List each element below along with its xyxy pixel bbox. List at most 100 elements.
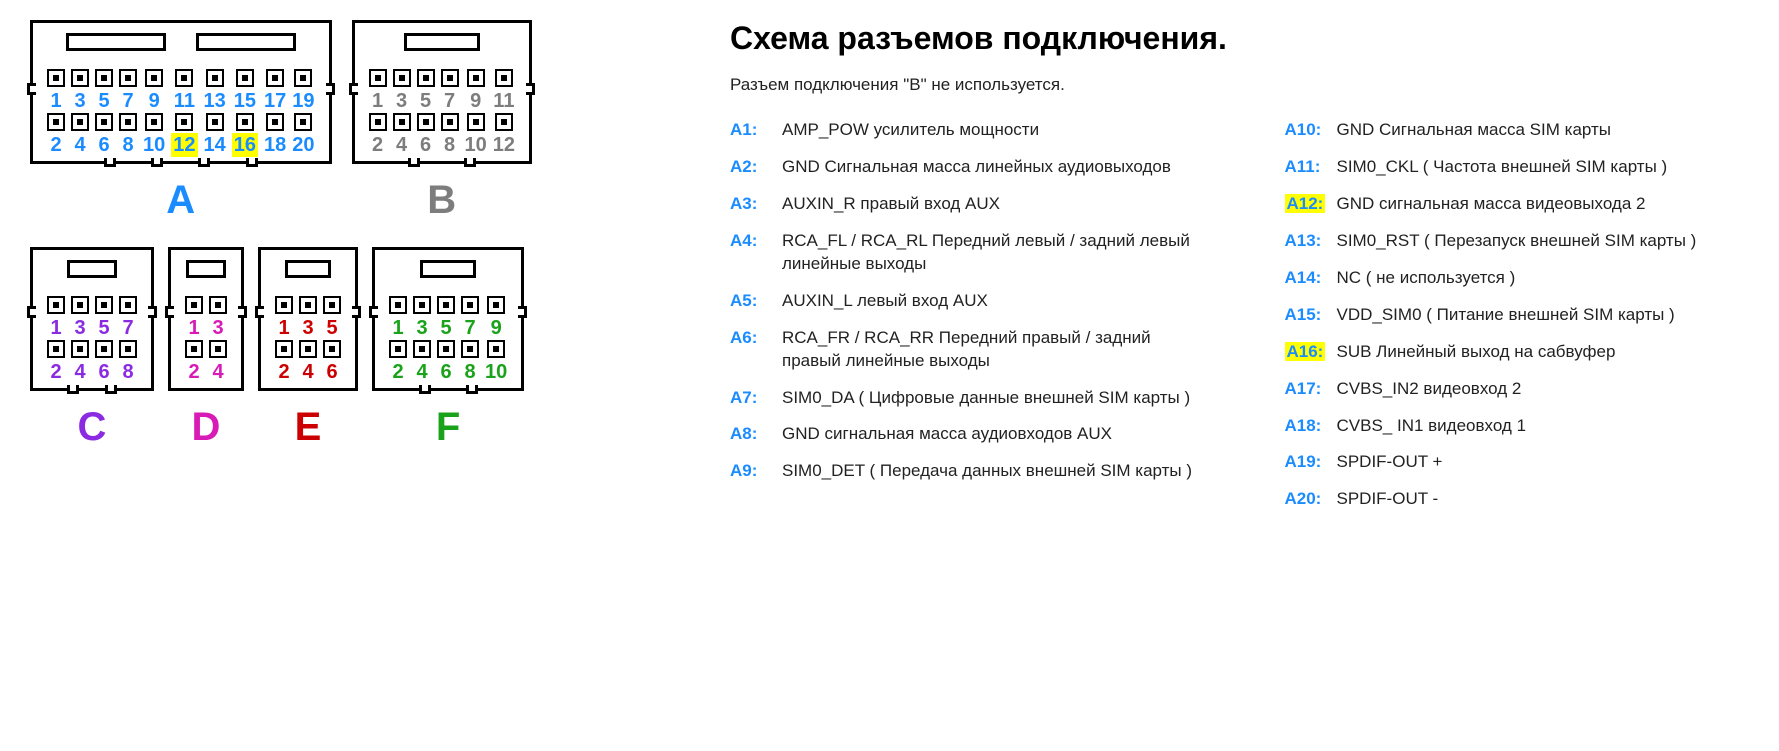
pin-F7: 7 <box>461 296 479 340</box>
pin-square-icon <box>175 113 193 131</box>
connector-label: D <box>192 405 221 450</box>
bottom-notch-icon <box>151 158 163 167</box>
pinout-desc: RCA_FR / RCA_RR Передний правый / задний… <box>782 327 1195 373</box>
connector-label: C <box>78 405 107 450</box>
pinout-row: A12:GND сигнальная масса видеовыхода 2 <box>1285 193 1750 216</box>
pin-square-icon <box>467 113 485 131</box>
connector-label: B <box>427 178 456 223</box>
pinout-key: A1: <box>730 119 782 142</box>
pin-A15: 15 <box>232 69 258 113</box>
pin-E6: 6 <box>323 340 341 384</box>
pin-number: 6 <box>326 360 337 384</box>
pin-square-icon <box>413 296 431 314</box>
pinout-row: A3:AUXIN_R правый вход AUX <box>730 193 1195 216</box>
pin-F3: 3 <box>413 296 431 340</box>
pinout-row: A6:RCA_FR / RCA_RR Передний правый / зад… <box>730 327 1195 373</box>
pin-number: 16 <box>232 133 258 157</box>
pinout-desc: SIM0_RST ( Перезапуск внешней SIM карты … <box>1337 230 1697 253</box>
pinout-desc: SIM0_DET ( Передача данных внешней SIM к… <box>782 460 1192 483</box>
pin-number: 1 <box>372 89 383 113</box>
side-notch-icon <box>518 306 527 318</box>
pin-number: 3 <box>212 316 223 340</box>
bottom-notch-icon <box>466 385 478 394</box>
pin-number: 10 <box>485 360 507 384</box>
connector-top-tab <box>186 260 226 278</box>
pinout-desc: SIM0_CKL ( Частота внешней SIM карты ) <box>1337 156 1668 179</box>
pin-A14: 14 <box>204 113 226 157</box>
pin-C2: 2 <box>47 340 65 384</box>
connector-B: 135791124681012B <box>352 20 533 223</box>
pinout-key: A7: <box>730 387 782 410</box>
pin-square-icon <box>206 113 224 131</box>
pin-number: 4 <box>302 360 313 384</box>
pin-square-icon <box>47 69 65 87</box>
pin-number: 15 <box>234 89 256 113</box>
pin-C8: 8 <box>119 340 137 384</box>
pinout-desc: CVBS_IN2 видеовход 2 <box>1337 378 1522 401</box>
pinout-key: A9: <box>730 460 782 483</box>
pin-number: 1 <box>278 316 289 340</box>
pin-number: 7 <box>464 316 475 340</box>
pin-D1: 1 <box>185 296 203 340</box>
pinout-row: A5:AUXIN_L левый вход AUX <box>730 290 1195 313</box>
pin-C5: 5 <box>95 296 113 340</box>
pinout-desc: GND сигнальная масса аудиовходов AUX <box>782 423 1112 446</box>
connector-A: 1357911131517192468101214161820A <box>30 20 332 223</box>
bottom-notch-icon <box>408 158 420 167</box>
pin-number: 2 <box>188 360 199 384</box>
pin-C6: 6 <box>95 340 113 384</box>
connector-top-tab <box>285 260 331 278</box>
pin-A16: 16 <box>232 113 258 157</box>
side-notch-icon <box>352 306 361 318</box>
pin-square-icon <box>185 296 203 314</box>
pin-A3: 3 <box>71 69 89 113</box>
pin-square-icon <box>467 69 485 87</box>
pin-square-icon <box>299 296 317 314</box>
pinout-key: A17: <box>1285 378 1337 401</box>
connector-top-tab <box>404 33 480 51</box>
pin-B9: 9 <box>465 69 487 113</box>
pin-A8: 8 <box>119 113 137 157</box>
pin-B6: 6 <box>417 113 435 157</box>
pin-number: 7 <box>122 316 133 340</box>
connector-label: A <box>166 178 195 223</box>
pin-number: 3 <box>302 316 313 340</box>
pinout-desc: AMP_POW усилитель мощности <box>782 119 1039 142</box>
pin-square-icon <box>47 340 65 358</box>
pinout-key: A8: <box>730 423 782 446</box>
pin-number: 18 <box>264 133 286 157</box>
pinout-key: A11: <box>1285 156 1337 179</box>
pin-number: 8 <box>444 133 455 157</box>
bottom-notch-icon <box>464 158 476 167</box>
pinout-row: A19:SPDIF-OUT + <box>1285 451 1750 474</box>
pinout-key: A15: <box>1285 304 1337 327</box>
pin-number: 4 <box>212 360 223 384</box>
pin-A20: 20 <box>292 113 314 157</box>
pinout-right-col: A10:GND Сигнальная масса SIM картыA11:SI… <box>1285 119 1750 525</box>
pin-B7: 7 <box>441 69 459 113</box>
pin-square-icon <box>209 296 227 314</box>
pin-A18: 18 <box>264 113 286 157</box>
pin-square-icon <box>413 340 431 358</box>
pin-square-icon <box>209 340 227 358</box>
pinout-desc: AUXIN_R правый вход AUX <box>782 193 1000 216</box>
pin-A2: 2 <box>47 113 65 157</box>
pin-number: 1 <box>188 316 199 340</box>
pin-number: 7 <box>444 89 455 113</box>
pinout-row: A16:SUB Линейный выход на сабвуфер <box>1285 341 1750 364</box>
pin-B8: 8 <box>441 113 459 157</box>
pin-B10: 10 <box>465 113 487 157</box>
pinout-columns: A1:AMP_POW усилитель мощностиA2:GND Сигн… <box>730 119 1749 525</box>
pin-number: 3 <box>74 89 85 113</box>
connector-C: 13572468C <box>30 247 154 450</box>
pin-square-icon <box>299 340 317 358</box>
pinout-key: A3: <box>730 193 782 216</box>
pinout-desc: GND сигнальная масса видеовыхода 2 <box>1337 193 1646 216</box>
connector-top-tab <box>66 33 166 51</box>
pin-square-icon <box>487 340 505 358</box>
pin-square-icon <box>441 113 459 131</box>
pin-A13: 13 <box>204 69 226 113</box>
pin-number: 9 <box>491 316 502 340</box>
pin-square-icon <box>461 340 479 358</box>
pin-square-icon <box>71 340 89 358</box>
